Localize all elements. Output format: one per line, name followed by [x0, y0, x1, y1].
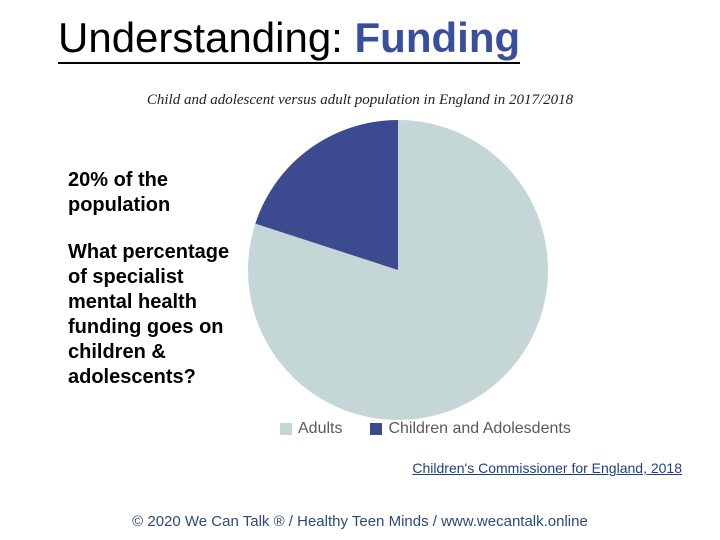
legend-swatch	[370, 423, 382, 435]
title-part1: Understanding:	[58, 14, 355, 61]
footer-text: © 2020 We Can Talk ® / Healthy Teen Mind…	[0, 503, 720, 540]
chart-subtitle: Child and adolescent versus adult popula…	[0, 92, 720, 109]
legend-label: Adults	[298, 420, 342, 438]
legend-item: Adults	[280, 420, 342, 438]
legend-swatch	[280, 423, 292, 435]
legend-item: Children and Adolesdents	[370, 420, 570, 438]
chart-legend: Adults Children and Adolesdents	[280, 420, 571, 438]
title-part2: Funding	[355, 14, 521, 61]
pie-chart	[248, 120, 548, 425]
legend-label: Children and Adolesdents	[388, 420, 570, 438]
source-link[interactable]: Children's Commissioner for England, 201…	[412, 460, 682, 476]
stat-callout: 20% of the population	[68, 168, 228, 218]
question-callout: What percentage of specialist mental hea…	[68, 240, 248, 390]
page-title: Understanding: Funding	[58, 16, 520, 64]
